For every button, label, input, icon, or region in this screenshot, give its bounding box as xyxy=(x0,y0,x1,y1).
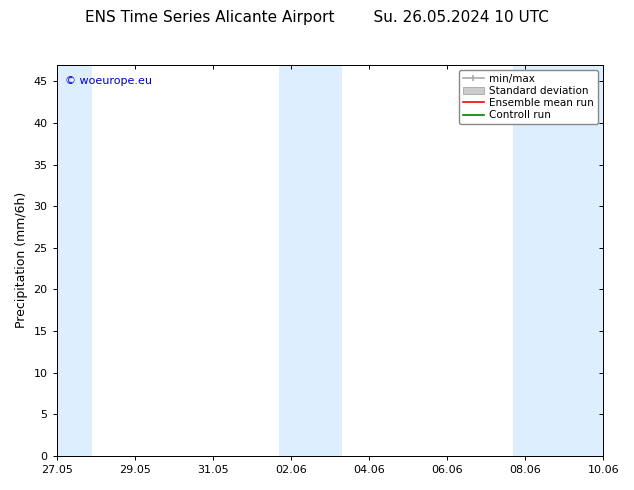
Legend: min/max, Standard deviation, Ensemble mean run, Controll run: min/max, Standard deviation, Ensemble me… xyxy=(459,70,598,124)
Bar xyxy=(514,65,603,456)
Bar xyxy=(279,65,342,456)
Y-axis label: Precipitation (mm/6h): Precipitation (mm/6h) xyxy=(15,192,28,328)
Bar xyxy=(56,65,92,456)
Text: © woeurope.eu: © woeurope.eu xyxy=(65,76,152,86)
Text: ENS Time Series Alicante Airport        Su. 26.05.2024 10 UTC: ENS Time Series Alicante Airport Su. 26.… xyxy=(85,10,549,25)
